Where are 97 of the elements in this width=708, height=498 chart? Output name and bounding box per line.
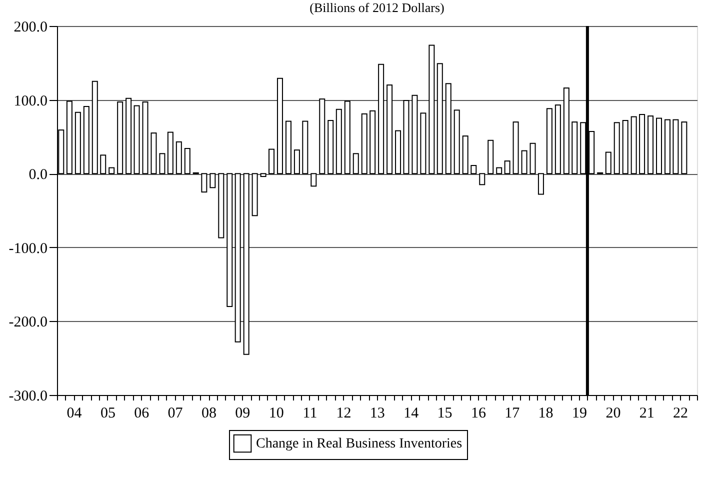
bar bbox=[672, 119, 679, 174]
bar bbox=[243, 173, 250, 355]
legend-label: Change in Real Business Inventories bbox=[256, 436, 462, 452]
x-tick-label: 20 bbox=[606, 406, 621, 422]
bar bbox=[496, 167, 502, 174]
bar bbox=[454, 110, 460, 174]
bar bbox=[614, 122, 620, 174]
bar bbox=[436, 63, 443, 174]
y-tick-label: -200.0 bbox=[8, 314, 48, 331]
bar bbox=[630, 116, 637, 174]
bar bbox=[134, 105, 140, 174]
bar bbox=[530, 142, 536, 174]
bar bbox=[370, 110, 376, 174]
x-tick-label: 06 bbox=[134, 406, 150, 422]
bar bbox=[445, 83, 452, 174]
bar bbox=[159, 153, 166, 174]
bar bbox=[184, 148, 190, 174]
x-tick-label: 17 bbox=[504, 406, 520, 422]
bar bbox=[142, 102, 148, 174]
y-tick-label: -100.0 bbox=[8, 240, 48, 257]
x-tick-label: 12 bbox=[336, 406, 352, 422]
bar bbox=[276, 78, 283, 174]
bar bbox=[344, 100, 350, 174]
bar bbox=[512, 121, 519, 174]
bar bbox=[395, 130, 402, 174]
bar bbox=[563, 87, 570, 174]
bar bbox=[150, 132, 157, 174]
x-tick-label: 04 bbox=[66, 406, 82, 422]
bar bbox=[268, 148, 274, 174]
bar bbox=[201, 173, 208, 193]
bar bbox=[100, 154, 106, 174]
bar bbox=[302, 120, 308, 174]
bar bbox=[294, 149, 300, 174]
bar bbox=[681, 121, 688, 174]
bar bbox=[352, 153, 359, 174]
bar bbox=[664, 119, 670, 174]
bar bbox=[92, 80, 98, 174]
bar bbox=[336, 108, 342, 174]
bar bbox=[428, 44, 435, 174]
y-tick-label: 0.0 bbox=[28, 167, 48, 184]
bar bbox=[504, 160, 510, 174]
bar bbox=[252, 173, 258, 216]
bar bbox=[648, 116, 654, 174]
bar bbox=[285, 120, 292, 174]
bar bbox=[622, 120, 628, 174]
bar bbox=[126, 98, 132, 174]
x-tick-label: 10 bbox=[268, 406, 284, 422]
bar bbox=[167, 132, 174, 174]
bar bbox=[403, 100, 410, 174]
y-tick-label: 100.0 bbox=[14, 93, 48, 110]
x-tick-label: 21 bbox=[639, 406, 654, 422]
bar bbox=[176, 141, 182, 174]
bar bbox=[319, 98, 326, 174]
bar bbox=[488, 140, 494, 174]
bar bbox=[605, 152, 612, 174]
x-tick-label: 07 bbox=[168, 406, 184, 422]
x-tick-label: 16 bbox=[470, 406, 486, 422]
x-tick-label: 13 bbox=[370, 406, 385, 422]
bar bbox=[226, 173, 233, 307]
bar bbox=[108, 167, 115, 174]
bar bbox=[66, 100, 72, 174]
bar bbox=[538, 173, 544, 195]
y-tick-label: 200.0 bbox=[14, 20, 48, 36]
x-tick-label: 08 bbox=[202, 406, 217, 422]
bar bbox=[572, 121, 578, 174]
bar bbox=[462, 135, 468, 174]
bar bbox=[117, 102, 124, 174]
bar bbox=[74, 112, 81, 174]
bar bbox=[83, 106, 90, 174]
bar bbox=[386, 84, 393, 174]
bar bbox=[521, 150, 528, 174]
bar bbox=[546, 108, 552, 174]
bar bbox=[420, 112, 426, 174]
x-tick-label: 05 bbox=[100, 406, 116, 422]
bar bbox=[310, 173, 317, 187]
chart-title: (Billions of 2012 Dollars) bbox=[310, 0, 444, 15]
bar bbox=[260, 173, 266, 178]
bar bbox=[470, 164, 477, 174]
x-tick-label: 14 bbox=[404, 406, 420, 422]
bar bbox=[210, 173, 216, 188]
x-tick-label: 09 bbox=[235, 406, 250, 422]
bar bbox=[656, 118, 662, 174]
bar bbox=[412, 94, 418, 174]
y-tick-label: -300.0 bbox=[8, 388, 48, 404]
x-tick-label: 22 bbox=[673, 406, 688, 422]
bar bbox=[479, 173, 486, 186]
x-tick-label: 11 bbox=[302, 406, 318, 422]
bar bbox=[378, 64, 384, 174]
x-tick-label: 15 bbox=[437, 406, 452, 422]
bar bbox=[361, 113, 368, 174]
bar bbox=[234, 173, 241, 342]
x-tick-label: 19 bbox=[572, 406, 587, 422]
bar bbox=[218, 173, 224, 238]
bar bbox=[328, 120, 334, 174]
bar bbox=[639, 114, 646, 174]
bar bbox=[554, 104, 561, 174]
x-tick-label: 18 bbox=[538, 406, 554, 422]
